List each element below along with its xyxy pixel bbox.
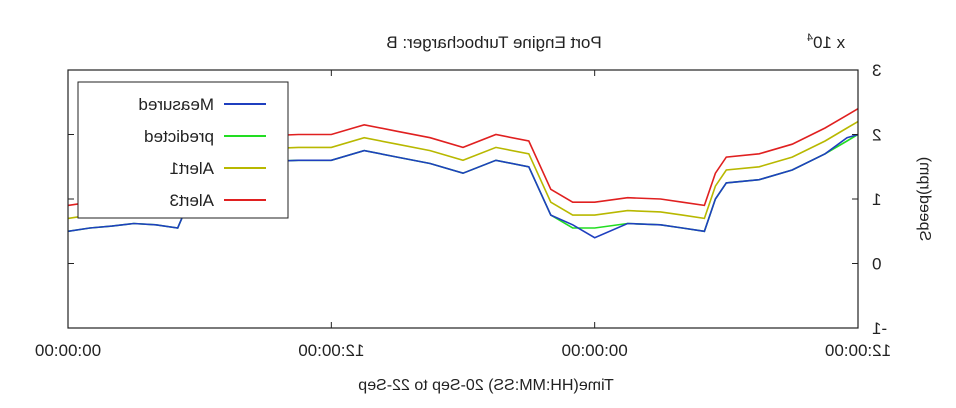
series-line-measured [68, 133, 858, 239]
y-axis-label: Speed(rpm) [916, 157, 933, 241]
legend-label-alert1: Alert1 [170, 159, 214, 178]
x-tick-label: 12:00:00 [298, 341, 364, 360]
legend-label-measured: Measured [138, 95, 214, 114]
x-tick-label: 12:00:00 [825, 341, 891, 360]
y-tick-label: 3 [872, 61, 881, 80]
y-multiplier-exponent: 4 [807, 32, 813, 44]
chart-title: Port Engine Turbocharger: B [386, 33, 601, 52]
y-tick-label: 2 [872, 126, 881, 145]
legend-label-alert3: Alert3 [170, 191, 214, 210]
x-axis-label: Time(HH:MM:SS) 20-Sep to 22-Sep [358, 377, 614, 394]
y-tick-label: 1 [872, 190, 881, 209]
x-tick-label: 00:00:00 [35, 341, 101, 360]
y-tick-label: 0 [872, 255, 881, 274]
legend-label-predicted: predicted [144, 127, 214, 146]
y-multiplier-base: x 10 [813, 33, 845, 52]
legend: Measured predicted Alert1 Alert3 [77, 81, 289, 219]
tick-layer: 12:00:00 00:00:00 12:00:00 00:00:00 -1 0 1 2 3 [35, 61, 891, 360]
y-multiplier-label: x 104 [807, 32, 845, 52]
x-tick-label: 00:00:00 [562, 341, 628, 360]
y-tick-label: -1 [872, 319, 887, 338]
